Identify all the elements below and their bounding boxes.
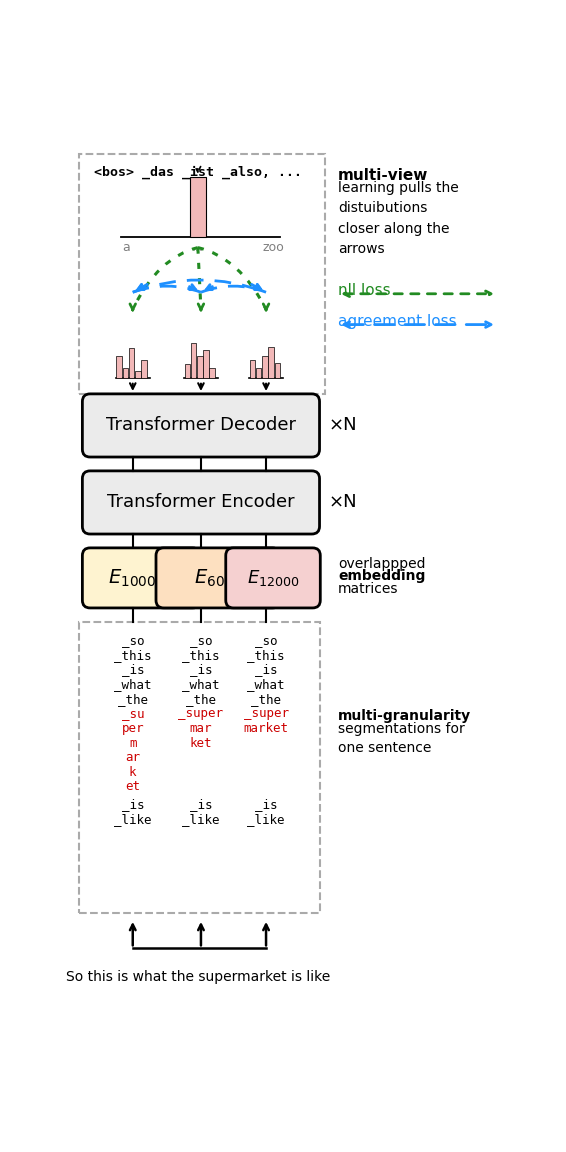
Bar (256, 369, 261, 379)
Text: _is: _is (122, 798, 144, 811)
Text: $E_{6000}$: $E_{6000}$ (194, 567, 242, 589)
Text: k: k (129, 766, 136, 779)
Text: _the: _the (118, 692, 148, 706)
Text: _so: _so (255, 634, 277, 647)
Bar (268, 347, 274, 379)
Text: multi-granularity: multi-granularity (338, 708, 471, 722)
Text: m: m (129, 736, 136, 750)
FancyBboxPatch shape (156, 548, 280, 608)
Text: matrices: matrices (338, 582, 398, 596)
Text: _is: _is (255, 798, 277, 811)
Text: ×N: ×N (329, 493, 358, 511)
Bar (209, 369, 215, 379)
Text: mar: mar (190, 722, 212, 735)
Text: segmentations for
one sentence: segmentations for one sentence (338, 722, 465, 756)
Bar (275, 363, 280, 379)
Text: overlappped: overlappped (338, 558, 426, 571)
Text: Transformer Encoder: Transformer Encoder (107, 493, 295, 511)
Text: _this: _this (247, 649, 285, 661)
Text: _is: _is (255, 664, 277, 676)
Bar (250, 361, 255, 379)
Text: nll loss: nll loss (338, 283, 391, 298)
Text: _super: _super (178, 707, 224, 720)
Text: a: a (123, 242, 130, 255)
Bar (190, 176, 205, 237)
Text: _this: _this (114, 649, 152, 661)
Bar (142, 361, 147, 379)
Bar (203, 350, 209, 379)
Text: per: per (122, 722, 144, 735)
FancyBboxPatch shape (83, 471, 320, 535)
Text: _so: _so (190, 634, 212, 647)
Text: embedding: embedding (338, 569, 426, 583)
Text: ar: ar (125, 751, 140, 764)
FancyBboxPatch shape (83, 394, 320, 457)
Text: _is: _is (122, 664, 144, 676)
FancyBboxPatch shape (83, 548, 200, 608)
Text: _the: _the (251, 692, 281, 706)
Bar (123, 369, 128, 379)
Bar (117, 356, 122, 379)
Text: agreement loss: agreement loss (338, 313, 457, 328)
Text: _the: _the (186, 692, 216, 706)
Text: _so: _so (122, 634, 144, 647)
Text: ...: ... (192, 242, 204, 255)
Text: multi-view: multi-view (338, 167, 428, 182)
Text: _su: _su (122, 707, 144, 720)
Text: ket: ket (190, 736, 212, 750)
Bar (185, 364, 190, 379)
Text: <bos> _das _ist _also, ...: <bos> _das _ist _also, ... (94, 166, 302, 180)
Text: _like: _like (247, 813, 285, 826)
Text: _what: _what (247, 679, 285, 691)
FancyBboxPatch shape (226, 548, 320, 608)
Text: _like: _like (114, 813, 152, 826)
Text: _what: _what (114, 679, 152, 691)
Bar (197, 356, 203, 379)
Bar (135, 371, 140, 379)
Text: _is: _is (190, 664, 212, 676)
Bar (79, 622, 320, 912)
Text: _is: _is (190, 798, 212, 811)
Text: zoo: zoo (263, 242, 285, 255)
Bar (191, 343, 196, 379)
Text: _like: _like (182, 813, 220, 826)
Text: et: et (125, 780, 140, 794)
Bar (129, 348, 134, 379)
Text: $E_{1000}$: $E_{1000}$ (108, 567, 156, 589)
Text: $E_{12000}$: $E_{12000}$ (247, 568, 299, 588)
Text: _this: _this (182, 649, 220, 661)
Text: So this is what the supermarket is like: So this is what the supermarket is like (66, 970, 330, 984)
Text: ×N: ×N (329, 417, 358, 434)
Text: learning pulls the
distuibutions
closer along the
arrows: learning pulls the distuibutions closer … (338, 181, 459, 257)
Text: market: market (243, 722, 289, 735)
Text: _what: _what (182, 679, 220, 691)
Bar (79, 153, 325, 394)
Text: _super: _super (243, 707, 289, 720)
Bar (262, 356, 268, 379)
Text: Transformer Decoder: Transformer Decoder (106, 417, 296, 434)
